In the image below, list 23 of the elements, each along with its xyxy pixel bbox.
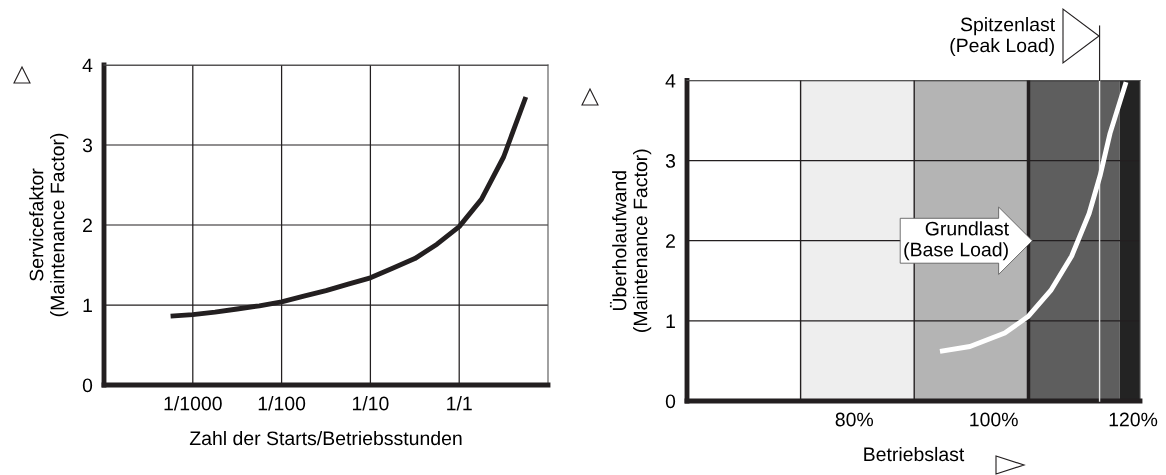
- x-tick-label: 1/10: [352, 396, 389, 411]
- x-tick-label: 120%: [1109, 412, 1158, 427]
- y-tick-label: 3: [665, 154, 676, 168]
- y-tick-label: 1: [83, 298, 92, 313]
- x-axis-title: Betriebslast: [864, 446, 965, 462]
- y-tick-label: 2: [666, 234, 675, 248]
- x-tick-label: 1/1: [447, 396, 472, 411]
- y-axis-title: Servicefaktor (Maintenance Factor): [29, 133, 69, 317]
- ref-line-label: Grundlast (Base Load): [904, 221, 1009, 261]
- y-tick-label: 3: [82, 138, 93, 153]
- y-tick-label: 0: [82, 378, 93, 393]
- y-tick-label: 4: [665, 74, 676, 88]
- x-tick-label: 1/100: [258, 396, 306, 411]
- ref-line-label: Spitzenlast (Peak Load): [950, 17, 1055, 57]
- y-tick-label: 1: [666, 314, 675, 328]
- y-tick-label: 0: [665, 394, 676, 409]
- x-axis-title: Zahl der Starts/Betriebsstunden: [189, 430, 462, 446]
- y-tick-label: 4: [82, 58, 93, 73]
- x-tick-label: 100%: [970, 412, 1018, 427]
- y-tick-label: 2: [83, 218, 92, 233]
- x-tick-label: 80%: [835, 412, 874, 427]
- x-tick-label: 1/1000: [164, 396, 222, 411]
- y-axis-title: Überholaufwand (Maintenance Factor): [609, 149, 652, 332]
